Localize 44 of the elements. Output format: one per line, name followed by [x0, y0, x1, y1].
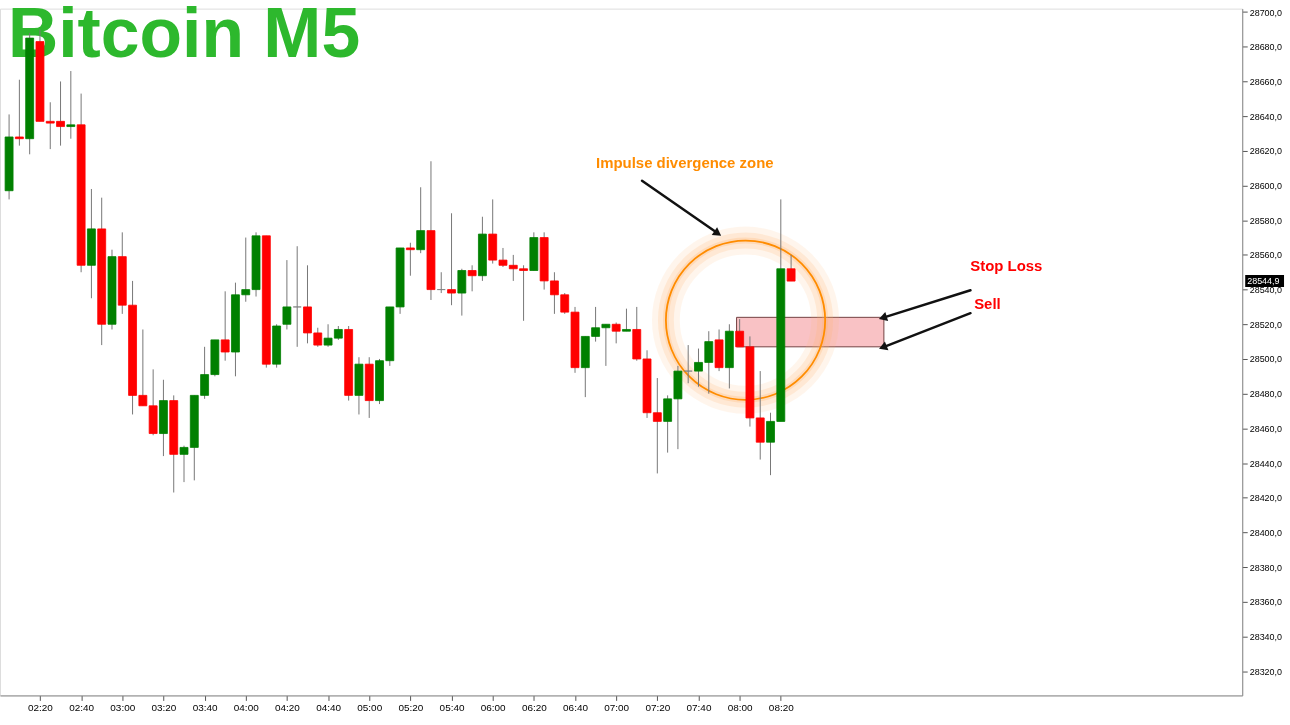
y-tick-label: 28380,0 [1249, 562, 1283, 573]
x-tick-label: 03:00 [110, 701, 136, 713]
y-tick-label: 28520,0 [1249, 319, 1283, 330]
x-tick-label: 03:40 [192, 701, 218, 713]
x-tick-label: 04:00 [233, 701, 260, 713]
x-tick-label: 04:40 [316, 701, 342, 713]
y-tick-label: 28460,0 [1249, 423, 1283, 434]
y-tick-label: 28420,0 [1249, 493, 1283, 504]
x-tick-label: 04:20 [274, 701, 301, 713]
x-tick-label: 07:40 [686, 701, 712, 713]
annotation: Sell [974, 295, 1001, 313]
y-tick-label: 28680,0 [1249, 42, 1283, 53]
x-tick-label: 06:40 [563, 701, 589, 713]
y-tick-label: 28600,0 [1249, 181, 1283, 192]
x-tick-label: 08:00 [727, 701, 754, 713]
y-tick-label: 28540,0 [1249, 285, 1283, 296]
y-tick-label: 28700,0 [1249, 7, 1283, 18]
y-tick-label: 28440,0 [1249, 458, 1283, 469]
x-tick-label: 02:40 [69, 701, 95, 713]
annotation: Impulse divergence zone [596, 153, 774, 171]
x-tick-label: 03:20 [151, 701, 177, 713]
y-tick-label: 28620,0 [1249, 146, 1283, 157]
x-tick-label: 06:00 [480, 701, 507, 713]
y-tick-label: 28360,0 [1249, 597, 1283, 608]
x-tick-label: 08:20 [768, 701, 795, 713]
y-tick-label: 28340,0 [1249, 631, 1283, 642]
y-tick-label: 28480,0 [1249, 389, 1283, 400]
y-tick-label: 28660,0 [1249, 76, 1283, 87]
x-tick-label: 07:20 [645, 701, 671, 713]
chart-title: Bitcoin M5 [7, 0, 361, 73]
y-tick-label: 28320,0 [1249, 666, 1283, 677]
x-tick-label: 02:20 [28, 701, 54, 713]
y-tick-label: 28560,0 [1249, 250, 1283, 261]
x-tick-label: 07:00 [604, 701, 630, 713]
x-tick-label: 06:20 [521, 701, 548, 713]
x-tick-label: 05:00 [357, 701, 383, 713]
text: 28544,9 [1247, 276, 1280, 287]
x-tick-label: 05:20 [398, 701, 424, 713]
annotation: Stop Loss [970, 257, 1043, 275]
y-tick-label: 28400,0 [1249, 527, 1283, 538]
y-tick-label: 28580,0 [1249, 215, 1283, 226]
y-tick-label: 28640,0 [1249, 111, 1283, 122]
y-tick-label: 28500,0 [1249, 354, 1283, 365]
x-tick-label: 05:40 [439, 701, 465, 713]
